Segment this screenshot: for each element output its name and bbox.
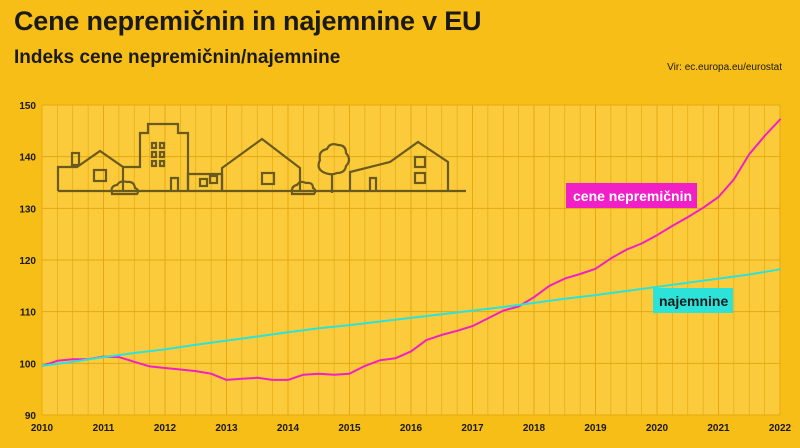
chart-subtitle: Indeks cene nepremičnin/najemnine: [14, 47, 341, 68]
axis-tick-labels: 90 100 110 120 130 140 150 2010 2011 2012 2013 2014…: [19, 101, 791, 434]
series-line-house-prices: [41, 118, 781, 381]
x-tick-label: 2015: [338, 423, 361, 434]
small-house-window-icon: [208, 174, 219, 185]
x-tick-label: 2017: [461, 423, 484, 434]
x-tick-label: 2011: [93, 423, 115, 434]
y-tick-label: 100: [19, 359, 36, 370]
building-outline-icon: [123, 122, 190, 191]
building-door-icon: [169, 176, 180, 191]
house-outline-icon: [348, 140, 450, 191]
building-window-icon: [158, 150, 166, 159]
source-note: Vir: ec.europa.eu/eurostat: [667, 62, 782, 73]
y-tick-label: 90: [25, 411, 37, 422]
series-line-rents: [41, 268, 781, 367]
x-tick-label: 2016: [400, 423, 423, 434]
y-tick-label: 120: [19, 256, 36, 267]
x-tick-label: 2021: [707, 423, 730, 434]
small-house-window-icon: [198, 177, 209, 188]
building-window-icon: [158, 159, 166, 168]
x-tick-label: 2010: [31, 423, 54, 434]
legend-house-prices-label: cene nepremičnin: [573, 188, 692, 204]
house-window-icon: [260, 171, 276, 186]
building-window-icon: [150, 141, 158, 150]
legend-house-prices: cene nepremičnin: [566, 183, 697, 208]
x-tick-label: 2014: [277, 423, 300, 434]
house-door-icon: [368, 176, 378, 191]
legend-rents: najemnine: [653, 288, 733, 313]
building-window-icon: [150, 150, 158, 159]
x-tick-label: 2020: [646, 423, 669, 434]
y-tick-label: 130: [19, 204, 36, 215]
chart-title: Cene nepremičnin in najemnine v EU: [14, 6, 482, 36]
x-tick-label: 2019: [584, 423, 607, 434]
series-lines: [41, 118, 781, 381]
house-window-icon: [92, 168, 108, 183]
house-window-icon: [413, 171, 427, 185]
legend-rents-label: najemnine: [659, 293, 728, 309]
x-tick-label: 2022: [769, 423, 792, 434]
y-tick-label: 150: [19, 101, 36, 112]
x-tick-label: 2018: [523, 423, 546, 434]
y-tick-label: 110: [20, 308, 37, 319]
grid-lines: [41, 104, 781, 416]
building-window-icon: [150, 159, 158, 168]
y-tick-label: 140: [19, 153, 36, 164]
x-tick-label: 2013: [215, 423, 238, 434]
house-window-icon: [413, 155, 427, 169]
house-outline-icon: [220, 137, 302, 191]
x-tick-label: 2012: [154, 423, 177, 434]
house-outline-icon: [56, 149, 125, 191]
city-skyline-illustration: [56, 122, 466, 196]
building-window-icon: [158, 141, 166, 150]
chimney-icon: [70, 151, 81, 167]
